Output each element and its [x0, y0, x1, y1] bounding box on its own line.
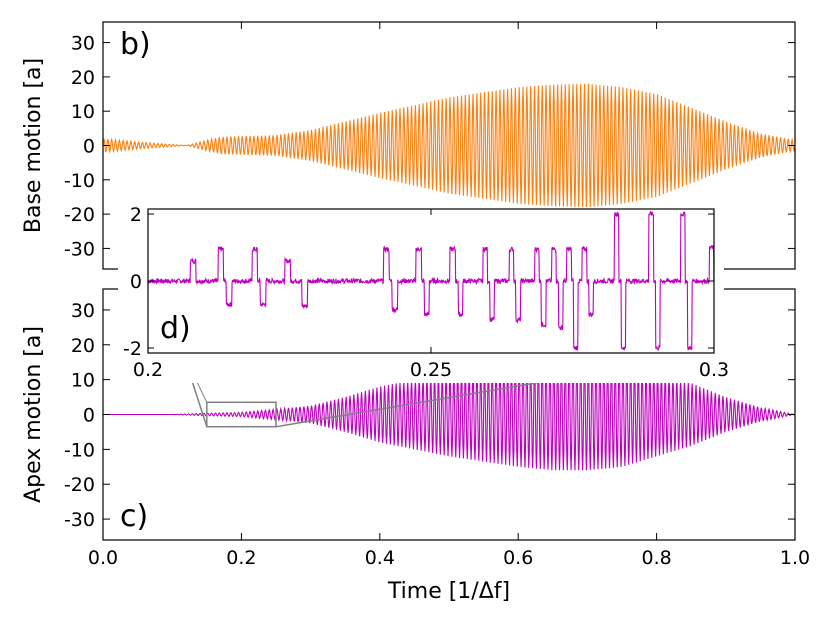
- panel-c-ytick-label: 30: [71, 300, 95, 322]
- panel-c-xlabel: Time [1/Δf]: [387, 579, 510, 604]
- panel-b-series-line: [102, 83, 796, 208]
- panel-b-ytick-label: 30: [71, 33, 95, 55]
- panel-c-ytick-label: 20: [71, 335, 95, 357]
- panel-b-ytick-label: 10: [71, 101, 95, 123]
- panel-d-ytick-label: 0: [130, 271, 142, 293]
- panel-b-ytick-label: -30: [64, 238, 95, 260]
- panel-c-ylabel: Apex motion [a]: [21, 326, 46, 503]
- panel-c: -30 -20 -10 0 10 20 30 0.0 0.2 0.4 0.6 0.8 1.0 Time […: [21, 288, 810, 604]
- panel-c-ytick-label: 0: [83, 405, 95, 427]
- panel-b-ytick-label: 20: [71, 67, 95, 89]
- panel-c-ytick-label: 10: [71, 370, 95, 392]
- zoom-region-box: [206, 401, 277, 428]
- panel-c-xtick-label: 0.2: [226, 547, 256, 569]
- panel-d-xtick-label: 0.2: [133, 359, 163, 381]
- panel-b-ytick-label: -10: [64, 170, 95, 192]
- panel-d-xtick-label: 0.25: [410, 359, 452, 381]
- panel-c-series-line: [103, 358, 796, 471]
- panel-b-ylabel: Base motion [a]: [21, 58, 46, 233]
- panel-d-ytick-label: -2: [123, 338, 142, 360]
- panel-b-label: b): [120, 27, 151, 62]
- panel-c-xtick-label: 0.6: [503, 547, 533, 569]
- panel-d-series-line: [147, 210, 715, 351]
- panel-b-ytick-label: 0: [83, 136, 95, 158]
- panel-c-xtick-label: 0.4: [365, 547, 395, 569]
- panel-c-xtick-label: 0.8: [641, 547, 671, 569]
- panel-c-xtick-label: 1.0: [780, 547, 810, 569]
- panel-d-xtick-label: 0.3: [699, 359, 729, 381]
- panel-c-xtick-label: 0.0: [88, 547, 118, 569]
- panel-d-inset: -2 0 2 0.2 0.25 0.3 d): [118, 204, 729, 383]
- panel-b-ytick-label: -20: [64, 204, 95, 226]
- panel-c-label: c): [120, 499, 148, 534]
- panel-c-ytick-label: -20: [64, 474, 95, 496]
- panel-c-ytick-label: -30: [64, 509, 95, 531]
- panel-c-ytick-label: -10: [64, 439, 95, 461]
- panel-d-ytick-label: 2: [130, 204, 142, 226]
- panel-d-label: d): [160, 311, 191, 346]
